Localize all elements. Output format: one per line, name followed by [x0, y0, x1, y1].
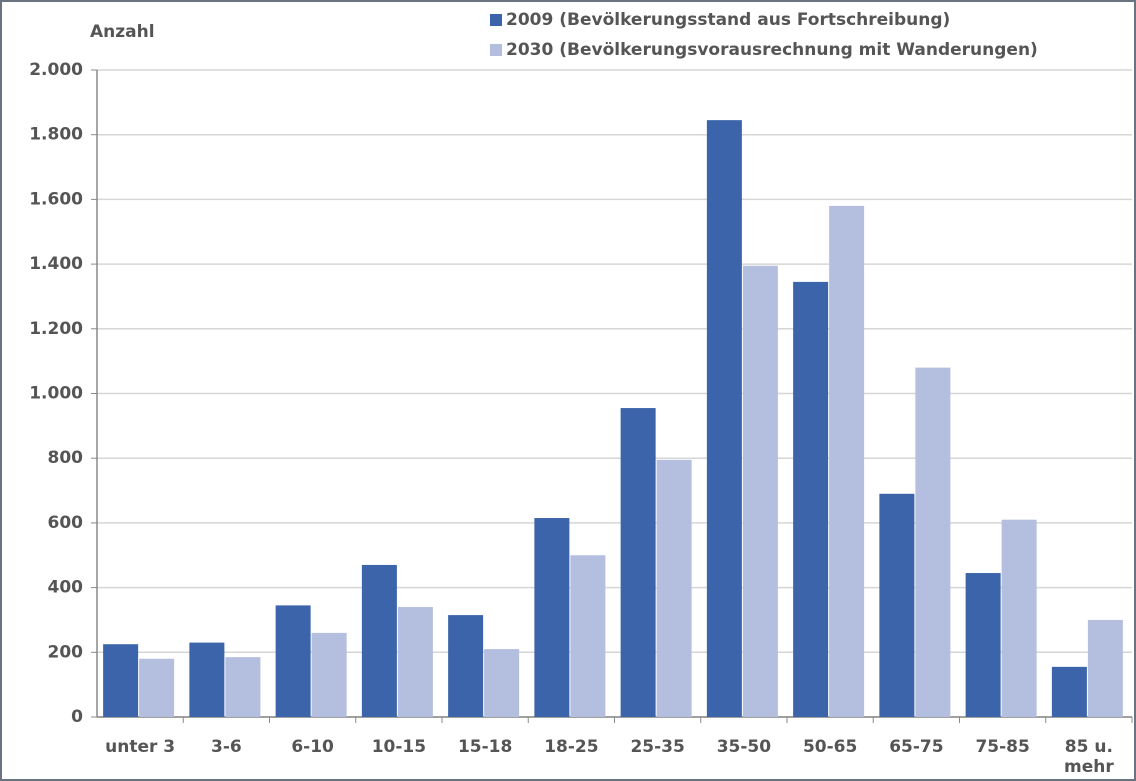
y-tick-label: 400 — [48, 578, 84, 598]
legend-label: 2009 (Bevölkerungsstand aus Fortschreibu… — [506, 10, 950, 30]
bar — [656, 459, 692, 717]
y-tick-label: 1.800 — [29, 125, 83, 145]
y-tick-label: 800 — [48, 448, 84, 468]
x-tick-label: 25-35 — [630, 737, 685, 757]
bar — [793, 281, 829, 717]
y-tick-label: 200 — [48, 642, 84, 662]
bar — [225, 657, 261, 717]
y-tick-label: 2.000 — [29, 60, 83, 80]
y-tick-label: 600 — [48, 513, 84, 533]
legend-swatch — [490, 14, 502, 26]
bar — [915, 367, 951, 717]
x-tick-label: unter 3 — [105, 737, 176, 757]
bar — [311, 632, 347, 717]
bar — [448, 615, 484, 717]
x-tick-label: 85 u. mehr — [1064, 737, 1114, 777]
bar — [397, 607, 433, 717]
x-tick-label: 10-15 — [371, 737, 427, 757]
bar — [742, 265, 778, 717]
x-tick-label: 65-75 — [889, 737, 944, 757]
bar — [829, 205, 865, 717]
bar — [484, 649, 520, 717]
bar — [879, 493, 915, 717]
y-tick-label: 1.200 — [29, 319, 83, 339]
bar — [1051, 666, 1087, 717]
legend-label: 2030 (Bevölkerungsvorausrechnung mit Wan… — [506, 40, 1038, 60]
y-tick-label: 1.600 — [29, 189, 83, 209]
bar — [103, 644, 139, 717]
legend-swatch — [490, 44, 502, 56]
bar — [361, 564, 397, 717]
x-tick-label: 50-65 — [802, 737, 858, 757]
bar — [1001, 519, 1037, 717]
x-tick-label: 18-25 — [544, 737, 599, 757]
x-tick-label: 35-50 — [716, 737, 772, 757]
y-tick-label: 0 — [71, 707, 83, 727]
y-tick-label: 1.400 — [29, 254, 83, 274]
bar — [620, 408, 656, 717]
x-tick-label: 15-18 — [457, 737, 513, 757]
y-tick-label: 1.000 — [29, 384, 83, 404]
y-axis-label: Anzahl — [90, 22, 155, 42]
bar — [570, 555, 606, 717]
bar — [965, 573, 1001, 717]
bar — [139, 658, 175, 717]
x-tick-label: 3-6 — [211, 737, 242, 757]
x-tick-label: 6-10 — [291, 737, 334, 757]
x-tick-label: 75-85 — [975, 737, 1030, 757]
bar — [189, 642, 225, 717]
bar — [706, 120, 742, 717]
bar — [534, 518, 570, 717]
bar — [1087, 619, 1123, 717]
bar — [275, 605, 311, 717]
